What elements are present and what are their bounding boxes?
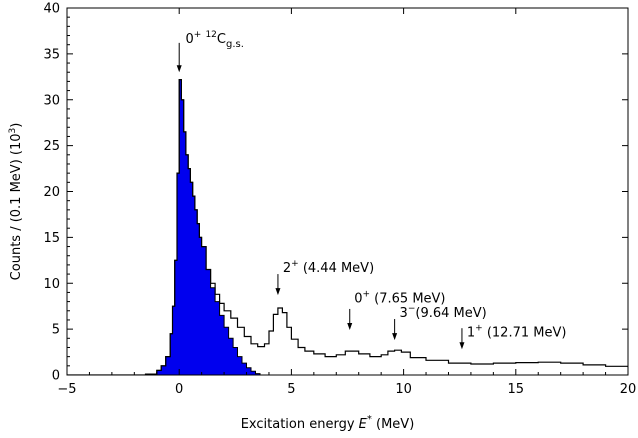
annotation-2: 0+ (7.65 MeV) (347, 290, 446, 331)
y-tick-label: 15 (43, 231, 60, 246)
y-tick-label: 35 (43, 47, 60, 62)
annotation-label: 3−(9.64 MeV) (400, 304, 487, 321)
annotation-0: 0+ 12Cg.s. (176, 30, 244, 73)
annotation-label: 2+ (4.44 MeV) (283, 259, 374, 276)
total-spectrum-line (67, 79, 628, 375)
y-tick-label: 40 (43, 2, 60, 17)
annotation-4: 1+ (12.71 MeV) (459, 323, 567, 350)
x-tick-label: 10 (395, 382, 412, 397)
annotation-arrow-head (392, 333, 398, 341)
annotation-arrow-head (176, 65, 182, 73)
annotation-label: 1+ (12.71 MeV) (467, 323, 567, 340)
y-tick-label: 5 (52, 323, 60, 338)
y-tick-label: 30 (43, 93, 60, 108)
annotations: 0+ 12Cg.s. 2+ (4.44 MeV) 0+ (7.65 MeV)3−(9… (176, 30, 567, 350)
y-tick-label: 25 (43, 139, 60, 154)
x-tick-label: 5 (287, 382, 295, 397)
x-tick-label: 0 (175, 382, 183, 397)
x-tick-label: 15 (508, 382, 525, 397)
x-tick-label: −5 (57, 382, 76, 397)
x-axis-label: Excitation energy E* (MeV) (241, 414, 415, 432)
annotation-label: 0+ 12Cg.s. (185, 30, 243, 50)
ground-state-peak-fill (134, 79, 261, 375)
y-tick-label: 0 (52, 369, 60, 384)
y-tick-label: 10 (43, 277, 60, 292)
y-tick-label: 20 (43, 185, 60, 200)
plot-frame (66, 7, 629, 376)
annotation-3: 3−(9.64 MeV) (392, 304, 487, 341)
annotation-arrow-head (275, 288, 281, 296)
annotation-label: 0+ (7.65 MeV) (354, 290, 445, 307)
annotation-arrow-head (459, 342, 465, 350)
y-axis-label: Counts / (0.1 MeV) (103) (8, 123, 24, 281)
x-tick-label: 20 (620, 382, 637, 397)
annotation-1: 2+ (4.44 MeV) (275, 259, 374, 296)
annotation-arrow-head (347, 323, 353, 331)
plot-area (67, 79, 628, 375)
